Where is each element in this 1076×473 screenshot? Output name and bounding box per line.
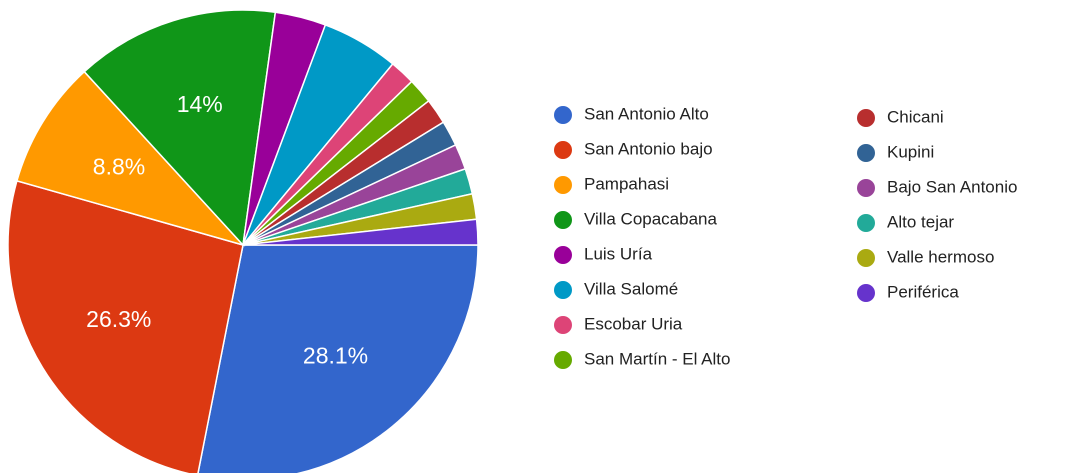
- legend-marker: [857, 249, 875, 267]
- slice-label: 26.3%: [86, 306, 151, 332]
- legend-label: Villa Copacabana: [584, 209, 717, 228]
- legend-label: Chicani: [887, 107, 944, 126]
- legend-marker: [554, 211, 572, 229]
- slice-label: 8.8%: [93, 154, 145, 180]
- legend-label: Periférica: [887, 282, 959, 301]
- pie-slice: [197, 244, 479, 473]
- legend-marker: [554, 281, 572, 299]
- legend-label: Bajo San Antonio: [887, 177, 1017, 196]
- legend-marker: [554, 141, 572, 159]
- legend-label: Alto tejar: [887, 212, 954, 231]
- legend-label: Valle hermoso: [887, 247, 994, 266]
- legend-marker: [554, 176, 572, 194]
- legend-marker: [857, 179, 875, 197]
- slice-label: 14%: [177, 91, 223, 117]
- pie-slice: [15, 70, 246, 247]
- legend-marker: [857, 109, 875, 127]
- legend-marker: [857, 214, 875, 232]
- legend-marker: [554, 246, 572, 264]
- legend-label: Villa Salomé: [584, 279, 678, 298]
- legend-label: Luis Uría: [584, 244, 653, 263]
- pie-slice: [7, 179, 244, 473]
- legend-label: Escobar Uria: [584, 314, 683, 333]
- legend-label: San Antonio bajo: [584, 139, 713, 158]
- legend-marker: [554, 106, 572, 124]
- legend-label: Pampahasi: [584, 174, 669, 193]
- legend-marker: [554, 316, 572, 334]
- legend-marker: [857, 284, 875, 302]
- pie-slice: [83, 9, 277, 247]
- legend-label: Kupini: [887, 142, 934, 161]
- legend-marker: [857, 144, 875, 162]
- legend-label: San Martín - El Alto: [584, 349, 730, 368]
- pie-slice: [242, 218, 479, 246]
- slice-label: 28.1%: [303, 343, 368, 369]
- legend-label: San Antonio Alto: [584, 104, 709, 123]
- legend-marker: [554, 351, 572, 369]
